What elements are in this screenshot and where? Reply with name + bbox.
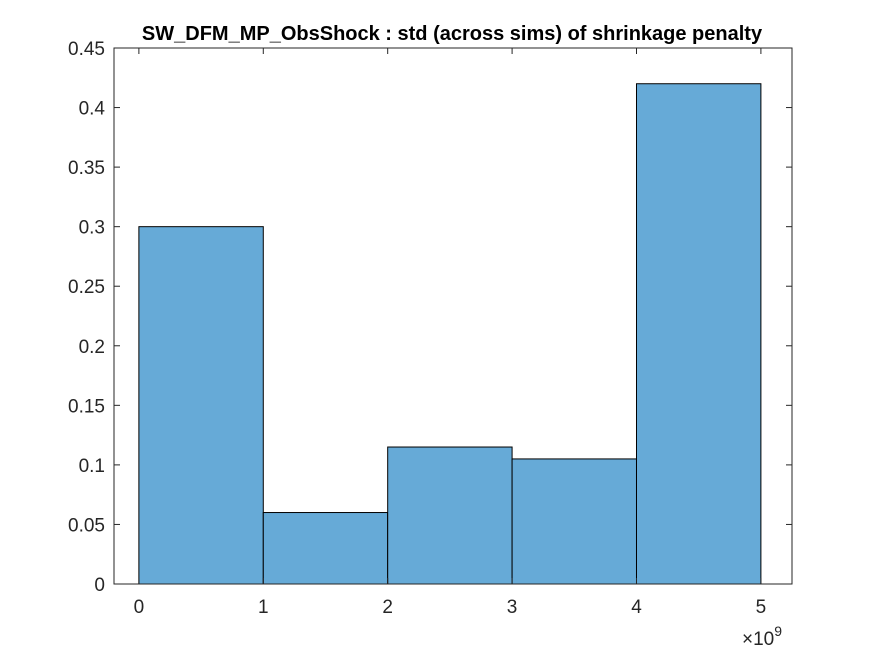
y-tick-label: 0.15	[68, 396, 105, 417]
x-exponent-label: ×109	[742, 623, 782, 650]
y-tick-label: 0	[94, 575, 105, 596]
y-tick-label: 0.4	[79, 99, 106, 120]
x-tick-label: 0	[134, 597, 145, 618]
x-exponent-power: 9	[774, 623, 782, 639]
y-tick-label: 0.1	[79, 456, 105, 477]
y-tick-label: 0.05	[68, 515, 105, 536]
y-tick-label: 0.3	[79, 218, 105, 239]
y-tick-labels: 0 0.05 0.1 0.15 0.2 0.25 0.3 0.35 0.4 0.45	[68, 39, 105, 596]
x-exponent-prefix: ×	[742, 629, 753, 650]
histogram-bar-5	[635, 83, 762, 585]
y-tick-label: 0.2	[79, 337, 105, 358]
y-tick-label: 0.35	[68, 158, 105, 179]
histogram-bar-2	[262, 512, 389, 585]
x-tick-label: 4	[631, 597, 642, 618]
x-tick-label: 2	[382, 597, 393, 618]
axes-box	[113, 47, 793, 585]
y-tick-label: 0.45	[68, 39, 105, 60]
chart-title: SW_DFM_MP_ObsShock : std (across sims) o…	[142, 23, 763, 45]
histogram-bar-1	[138, 226, 264, 585]
histogram-bar-3	[387, 446, 513, 585]
x-tick-labels: 0 1 2 3 4 5	[134, 597, 767, 618]
histogram-bar-4	[511, 458, 637, 585]
x-tick-label: 1	[258, 597, 269, 618]
y-tick-label: 0.25	[68, 277, 105, 298]
x-exponent-base: 10	[753, 629, 774, 650]
ticks-layer	[114, 47, 792, 585]
svg-text:×109: ×109	[742, 623, 782, 650]
bars-layer	[138, 83, 762, 585]
x-tick-label: 5	[756, 597, 767, 618]
x-tick-label: 3	[507, 597, 518, 618]
